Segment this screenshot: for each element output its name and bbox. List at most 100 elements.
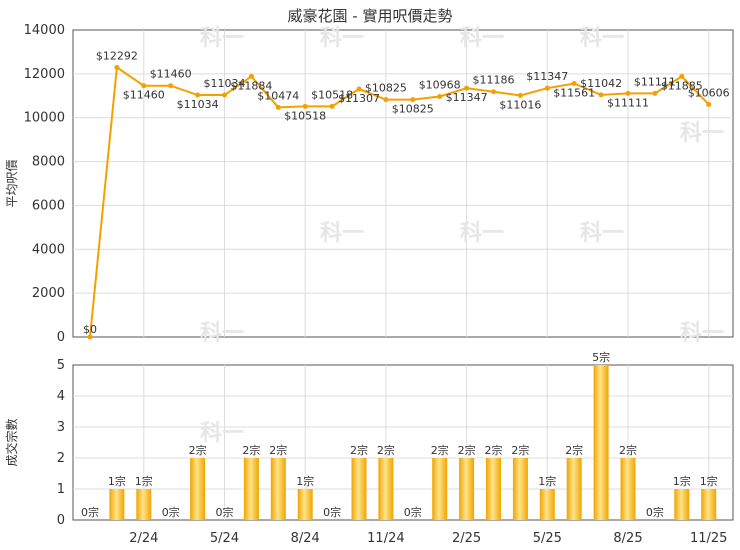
bar-data-label: 2宗 [189, 443, 207, 457]
bar-data-label: 2宗 [269, 443, 287, 457]
watermark-icon: 科一 [680, 121, 724, 146]
price-data-label: $11885 [661, 79, 703, 92]
price-data-label: $11186 [473, 74, 515, 87]
bar-y-tick-label: 4 [57, 389, 65, 404]
bar-data-label: 0宗 [404, 505, 422, 519]
price-point [87, 334, 93, 340]
line-y-tick-label: 4000 [32, 242, 65, 257]
price-point [706, 101, 712, 107]
line-y-tick-label: 2000 [32, 286, 65, 301]
bar-y-tick-label: 3 [57, 420, 65, 435]
price-data-label: $10825 [392, 103, 434, 116]
line-y-axis-label: 平均呎價 [5, 159, 19, 207]
price-point [544, 85, 550, 91]
price-point [114, 64, 120, 70]
line-plot-area [72, 29, 734, 338]
price-point [141, 83, 147, 89]
watermark-icon: 科一 [320, 26, 364, 51]
price-data-label: $11561 [553, 86, 595, 99]
price-point [302, 103, 308, 109]
price-data-label: $11347 [526, 70, 568, 83]
watermark-icon: 科一 [680, 321, 724, 346]
bar-data-label: 2宗 [565, 443, 583, 457]
bar-data-label: 2宗 [511, 443, 529, 457]
transaction-bar [566, 458, 582, 520]
price-data-label: $10606 [688, 86, 730, 99]
price-point [275, 104, 281, 110]
price-point [356, 86, 362, 92]
watermark-icon: 科一 [320, 221, 364, 246]
transaction-bar [512, 458, 528, 520]
x-tick-label: 8/25 [613, 531, 642, 546]
price-data-label: $11111 [607, 96, 649, 109]
line-y-tick-label: 10000 [24, 111, 65, 126]
transaction-bar [701, 489, 717, 520]
price-point [383, 97, 389, 103]
line-y-tick-label: 8000 [32, 155, 65, 170]
price-data-label: $10518 [284, 109, 326, 122]
price-point [464, 85, 470, 91]
watermark-icon: 科一 [200, 26, 244, 51]
bar-data-label: 2宗 [242, 443, 260, 457]
bar-data-label: 1宗 [538, 474, 556, 488]
transaction-bar [270, 458, 286, 520]
price-point [517, 92, 523, 98]
bar-data-label: 2宗 [377, 443, 395, 457]
bar-data-label: 1宗 [296, 474, 314, 488]
transaction-bar [190, 458, 206, 520]
price-point [625, 90, 631, 96]
transaction-bar [378, 458, 394, 520]
transaction-bar [674, 489, 690, 520]
price-data-label: $11034 [204, 77, 246, 90]
bar-data-label: 0宗 [81, 505, 99, 519]
bar-data-label: 0宗 [646, 505, 664, 519]
bar-y-tick-label: 0 [57, 513, 65, 528]
x-tick-label: 5/25 [533, 531, 562, 546]
price-point [437, 93, 443, 99]
price-point [222, 92, 227, 98]
price-data-label: $10825 [365, 82, 407, 95]
transaction-bar [109, 489, 125, 520]
price-data-label: $11307 [338, 92, 380, 105]
watermark-icon: 科一 [580, 26, 624, 51]
x-tick-label: 11/25 [690, 531, 727, 546]
watermark-icon: 科一 [580, 221, 624, 246]
line-y-tick-label: 12000 [24, 67, 65, 82]
bar-data-label: 2宗 [485, 443, 503, 457]
watermark-icon: 科一 [460, 26, 504, 51]
price-point [652, 90, 658, 96]
price-data-label: $11042 [580, 77, 622, 90]
bar-y-axis-label: 成交宗數 [4, 418, 19, 466]
line-y-tick-label: 0 [57, 330, 65, 345]
price-point [679, 73, 685, 79]
price-data-label: $11884 [230, 79, 272, 92]
x-tick-label: 11/24 [367, 531, 404, 546]
bar-data-label: 2宗 [350, 443, 368, 457]
bar-data-label: 2宗 [619, 443, 637, 457]
watermark-icon: 科一 [200, 321, 244, 346]
price-point [248, 73, 254, 79]
bar-data-label: 1宗 [135, 474, 153, 488]
price-data-label: $11460 [123, 89, 165, 102]
price-point [491, 89, 496, 95]
chart-title: 威豪花園 - 實用呎價走勢 [288, 7, 453, 25]
x-tick-label: 2/24 [129, 531, 158, 546]
price-point [598, 92, 604, 98]
line-y-tick-label: 14000 [24, 23, 65, 38]
bar-y-tick-label: 5 [57, 358, 65, 373]
bar-data-label: 0宗 [162, 505, 180, 519]
price-point [168, 83, 174, 89]
price-point [195, 92, 201, 98]
bar-data-label: 0宗 [323, 505, 341, 519]
transaction-bar [593, 365, 609, 520]
price-point [329, 103, 335, 109]
watermark-icon: 科一 [460, 221, 504, 246]
price-data-label: $11016 [499, 98, 541, 111]
price-data-label: $11111 [634, 75, 676, 88]
price-data-label: $10968 [419, 78, 461, 91]
line-y-tick-label: 6000 [32, 198, 65, 213]
bar-data-label: 1宗 [700, 474, 718, 488]
bar-data-label: 1宗 [673, 474, 691, 488]
price-data-label: $11460 [150, 68, 192, 81]
